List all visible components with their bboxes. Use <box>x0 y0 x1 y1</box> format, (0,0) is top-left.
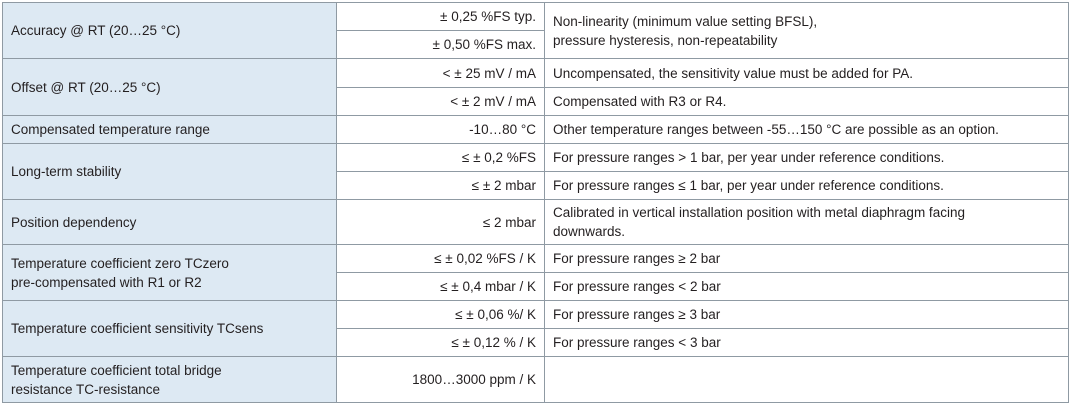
parameter-cell: Long-term stability <box>2 143 337 200</box>
value-cell: ≤ ± 0,06 %/ K <box>336 300 545 329</box>
note-cell: For pressure ranges < 3 bar <box>544 328 1069 357</box>
table-row: ≤ ± 0,4 mbar / K For pressure ranges < 2… <box>3 272 1069 301</box>
note-cell: Calibrated in vertical installation posi… <box>544 199 1069 245</box>
parameter-cell: Position dependency <box>2 199 337 245</box>
parameter-cell: Offset @ RT (20…25 °C) <box>2 58 337 116</box>
table-row: Temperature coefficient zero TCzero pre-… <box>2 244 1069 301</box>
note-cell: For pressure ranges ≥ 2 bar <box>544 244 1069 273</box>
value-cell: < ± 2 mV / mA <box>336 87 545 116</box>
table-row: Temperature coefficient sensitivity TCse… <box>2 300 1069 357</box>
value-cell: -10…80 °C <box>336 115 545 144</box>
value-cell: ≤ ± 0,02 %FS / K <box>336 244 545 273</box>
value-cell: 1800…3000 ppm / K <box>336 356 545 403</box>
value-cell: ± 0,50 %FS max. <box>336 30 545 59</box>
note-cell: For pressure ranges ≥ 3 bar <box>544 300 1069 329</box>
note-cell: For pressure ranges > 1 bar, per year un… <box>544 143 1069 172</box>
note-cell <box>544 356 1069 403</box>
parameter-cell: Temperature coefficient zero TCzero pre-… <box>2 244 337 301</box>
note-cell: Compensated with R3 or R4. <box>544 87 1069 116</box>
parameter-cell: Accuracy @ RT (20…25 °C) <box>2 2 337 59</box>
table-row: ≤ ± 0,12 % / K For pressure ranges < 3 b… <box>3 328 1069 357</box>
note-cell: Non-linearity (minimum value setting BFS… <box>544 2 1069 59</box>
value-cell: ≤ ± 0,2 %FS <box>336 143 545 172</box>
value-cell: ≤ ± 0,4 mbar / K <box>336 272 545 301</box>
note-cell: For pressure ranges ≤ 1 bar, per year un… <box>544 171 1069 200</box>
table-row: Accuracy @ RT (20…25 °C) ± 0,25 %FS typ.… <box>2 2 1069 59</box>
table-row: Position dependency ≤ 2 mbar Calibrated … <box>2 199 1069 245</box>
value-cell: < ± 25 mV / mA <box>336 58 545 88</box>
value-cell: ≤ 2 mbar <box>336 199 545 245</box>
note-cell: For pressure ranges < 2 bar <box>544 272 1069 301</box>
note-cell: Uncompensated, the sensitivity value mus… <box>544 58 1069 88</box>
parameter-cell: Temperature coefficient total bridge res… <box>2 356 337 403</box>
parameter-cell: Temperature coefficient sensitivity TCse… <box>2 300 337 357</box>
specification-table: Accuracy @ RT (20…25 °C) ± 0,25 %FS typ.… <box>2 2 1069 403</box>
value-cell: ≤ ± 2 mbar <box>336 171 545 200</box>
table-row: Compensated temperature range -10…80 °C … <box>2 115 1069 144</box>
parameter-cell: Compensated temperature range <box>2 115 337 144</box>
table-row: ≤ ± 2 mbar For pressure ranges ≤ 1 bar, … <box>3 171 1069 200</box>
value-cell: ± 0,25 %FS typ. <box>336 2 545 31</box>
table-row: ± 0,50 %FS max. <box>3 30 1069 59</box>
table-row: Temperature coefficient total bridge res… <box>2 356 1069 403</box>
value-cell: ≤ ± 0,12 % / K <box>336 328 545 357</box>
note-cell: Other temperature ranges between -55…150… <box>544 115 1069 144</box>
table-row: Offset @ RT (20…25 °C) < ± 25 mV / mA Un… <box>2 58 1069 116</box>
table-row: Long-term stability ≤ ± 0,2 %FS For pres… <box>2 143 1069 200</box>
